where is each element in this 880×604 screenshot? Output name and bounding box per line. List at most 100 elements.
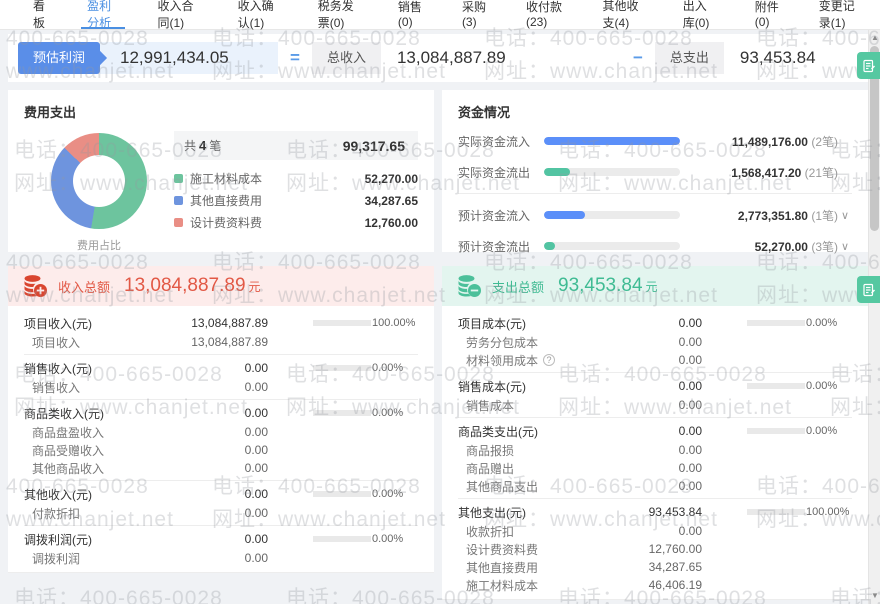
item-value: 0.00 xyxy=(678,479,702,493)
percent-bar-track xyxy=(313,410,371,416)
tab-5[interactable]: 销售(0) xyxy=(397,0,422,29)
chevron-down-icon[interactable]: ∨ xyxy=(840,209,850,222)
item-value: 0.00 xyxy=(678,398,702,412)
legend-label: 施工材料成本 xyxy=(190,172,263,186)
expense-item-row: 其他直接费用 34,287.65 xyxy=(458,558,852,576)
item-value: 0.00 xyxy=(678,335,702,349)
tab-bar: 看板 盈利分析 收入合同(1) 收入确认(1) 税务发票(0) 销售(0) 采购(3) 收付款… xyxy=(0,0,880,30)
tab-4[interactable]: 税务发票(0) xyxy=(317,0,354,30)
item-label: 商品受赠收入 xyxy=(32,443,105,458)
item-label: 劳务分包成本 xyxy=(466,335,539,350)
item-label: 项目收入 xyxy=(32,335,81,350)
tab-9[interactable]: 出入库(0) xyxy=(682,0,710,30)
expense-donut-chart[interactable] xyxy=(51,133,147,229)
scrollbar-thumb[interactable] xyxy=(870,46,879,231)
item-value: 0.00 xyxy=(244,425,268,439)
tab-3[interactable]: 收入确认(1) xyxy=(237,0,274,30)
income-coins-plus-icon xyxy=(22,273,48,299)
income-item-row: 商品受赠收入 0.00 xyxy=(24,441,418,459)
tab-7[interactable]: 收付款(23) xyxy=(525,0,562,29)
item-label: 施工材料成本 xyxy=(466,578,539,593)
income-panel: 收入总额 13,084,887.89 元 项目收入(元) 13,084,887.8… xyxy=(8,266,434,573)
legend-value: 12,760.00 xyxy=(364,215,418,230)
donut-hole xyxy=(73,155,125,207)
income-section-header: 销售收入(元) 0.00 0.00% xyxy=(24,358,418,378)
fund-row-3: 预计资金流出 52,270.00 (3笔) ∨ xyxy=(458,234,852,258)
section-label: 销售收入(元) xyxy=(24,361,92,376)
section-bar-group: 100.00% xyxy=(702,506,852,518)
legend-item-0[interactable]: 施工材料成本 52,270.00 xyxy=(174,170,418,187)
item-value: 0.00 xyxy=(244,380,268,394)
fund-bar-track xyxy=(544,242,680,250)
income-section-2: 商品类收入(元) 0.00 0.00% 商品盘盈收入 0.00 商品受赠收入 0.00 其他商… xyxy=(24,399,418,480)
percent-text: 0.00% xyxy=(806,425,838,437)
document-icon xyxy=(862,283,875,296)
section-bar-group: 0.00% xyxy=(702,425,852,437)
scrollbar-down-arrow-icon[interactable]: ▼ xyxy=(871,591,879,600)
expense-item-row: 劳务分包成本 0.00 xyxy=(458,333,852,351)
income-section-0: 项目收入(元) 13,084,887.89 100.00% 项目收入 13,084,88… xyxy=(24,310,418,354)
fund-row-label: 实际资金流出 xyxy=(458,165,531,180)
total-income-label: 总收入 xyxy=(311,42,381,74)
section-bar-group: 100.00% xyxy=(268,317,418,329)
expense-item-row: 收款折扣 0.00 xyxy=(458,522,852,540)
tab-8[interactable]: 其他收支(4) xyxy=(602,0,639,30)
tab-0[interactable]: 看板 xyxy=(33,0,46,30)
detail-report-float-button[interactable] xyxy=(857,276,880,303)
expense-item-row: 其他商品支出 0.00 xyxy=(458,477,852,495)
income-item-row: 销售收入 0.00 xyxy=(24,378,418,396)
item-value: 0.00 xyxy=(678,353,702,367)
income-section-header: 商品类收入(元) 0.00 0.00% xyxy=(24,403,418,423)
section-label: 项目收入(元) xyxy=(24,316,92,331)
item-label: 付款折扣 xyxy=(32,506,81,521)
percent-bar-track xyxy=(747,428,805,434)
item-label: 商品盘盈收入 xyxy=(32,425,105,440)
section-label: 其他收入(元) xyxy=(24,487,92,502)
income-item-row: 其他商品收入 0.00 xyxy=(24,459,418,477)
item-value: 46,406.19 xyxy=(648,578,702,592)
item-label: 材料领用成本? xyxy=(458,352,582,369)
tab-1[interactable]: 盈利分析 xyxy=(81,0,126,30)
vertical-scrollbar[interactable]: ▲ ▼ xyxy=(868,30,880,604)
section-bar-group: 0.00% xyxy=(268,362,418,374)
expense-legend: 施工材料成本 52,270.00 其他直接费用 34,287.65 设计费资料费 12,7… xyxy=(174,170,418,231)
legend-item-2[interactable]: 设计费资料费 12,760.00 xyxy=(174,214,418,231)
tab-10[interactable]: 附件(0) xyxy=(754,0,779,29)
legend-label: 设计费资料费 xyxy=(190,216,263,230)
section-bar-group: 0.00% xyxy=(268,407,418,419)
item-label: 商品报损 xyxy=(466,443,515,458)
estimated-profit-button[interactable]: 预估利润 xyxy=(18,42,101,74)
section-label: 销售成本(元) xyxy=(458,379,526,394)
tab-6[interactable]: 采购(3) xyxy=(461,0,486,29)
chevron-down-icon[interactable]: ∨ xyxy=(840,240,850,253)
legend-marker-icon xyxy=(174,174,183,183)
section-bar-group: 0.00% xyxy=(268,488,418,500)
legend-marker-icon xyxy=(174,196,183,205)
expense-total: 99,317.65 xyxy=(342,137,405,154)
legend-item-1[interactable]: 其他直接费用 34,287.65 xyxy=(174,192,418,209)
section-bar-group: 0.00% xyxy=(702,380,852,392)
scrollbar-up-arrow-icon[interactable]: ▲ xyxy=(871,33,879,42)
section-value: 0.00 xyxy=(244,406,268,420)
income-total-unit: 元 xyxy=(248,279,261,294)
summary-report-float-button[interactable] xyxy=(857,52,880,79)
fund-row-label: 预计资金流入 xyxy=(458,208,531,223)
percent-text: 100.00% xyxy=(806,506,850,518)
percent-text: 100.00% xyxy=(372,317,416,329)
fund-row-2: 预计资金流入 2,773,351.80 (1笔) ∨ xyxy=(458,203,852,227)
estimated-profit-value: 12,991,434.05 xyxy=(100,42,279,74)
tab-2[interactable]: 收入合同(1) xyxy=(157,0,194,30)
income-section-header: 项目收入(元) 13,084,887.89 100.00% xyxy=(24,313,418,333)
total-income-value: 13,084,887.89 xyxy=(396,48,506,67)
section-value: 0.00 xyxy=(244,532,268,546)
item-label: 其他商品收入 xyxy=(32,461,105,476)
expense-item-row: 商品赠出 0.00 xyxy=(458,459,852,477)
tab-11[interactable]: 变更记录(1) xyxy=(818,0,855,30)
fund-value-number: 2,773,351.80 xyxy=(737,208,808,223)
fund-bar-fill xyxy=(544,168,570,176)
fund-row-1: 实际资金流出 1,568,417.20 (21笔) xyxy=(458,160,852,184)
help-question-icon[interactable]: ? xyxy=(543,354,556,366)
expense-section-1: 销售成本(元) 0.00 0.00% 销售成本 0.00 xyxy=(458,372,852,417)
donut-caption: 费用占比 xyxy=(77,240,121,252)
